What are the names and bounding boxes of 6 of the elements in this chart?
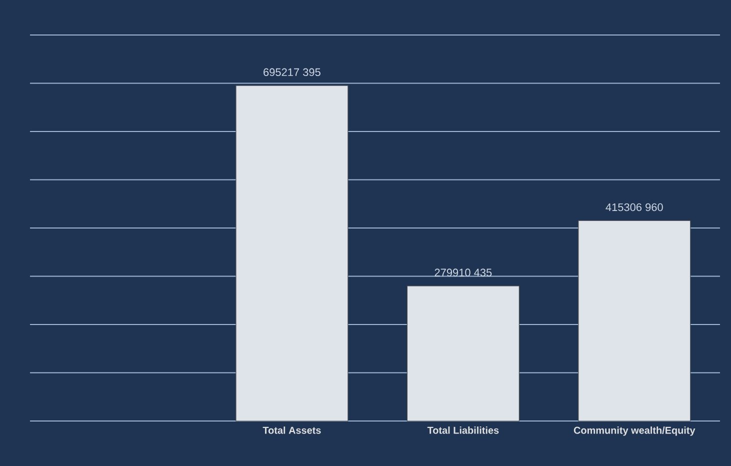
x-tick-label: Total Assets (262, 426, 321, 434)
data-label: 279910 435 (434, 268, 492, 276)
data-label: 695217 395 (264, 68, 320, 76)
data-label: 415306 960 (606, 203, 663, 212)
x-tick-label: Community wealth/Equity (574, 426, 696, 436)
x-tick-label: Total Liabilities (427, 426, 499, 434)
